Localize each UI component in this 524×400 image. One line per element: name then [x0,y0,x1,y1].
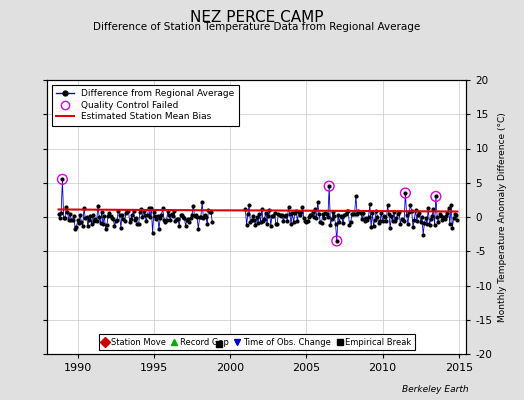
Legend: Station Move, Record Gap, Time of Obs. Change, Empirical Break: Station Move, Record Gap, Time of Obs. C… [99,334,415,350]
Point [401,190,410,196]
Text: NEZ PERCE CAMP: NEZ PERCE CAMP [190,10,323,25]
Point [58,176,67,182]
Point [333,238,341,244]
Text: Berkeley Earth: Berkeley Earth [402,385,469,394]
Y-axis label: Monthly Temperature Anomaly Difference (°C): Monthly Temperature Anomaly Difference (… [498,112,507,322]
Point [432,193,440,200]
Point [214,340,223,347]
Point [325,183,333,189]
Text: Difference of Station Temperature Data from Regional Average: Difference of Station Temperature Data f… [93,22,420,32]
